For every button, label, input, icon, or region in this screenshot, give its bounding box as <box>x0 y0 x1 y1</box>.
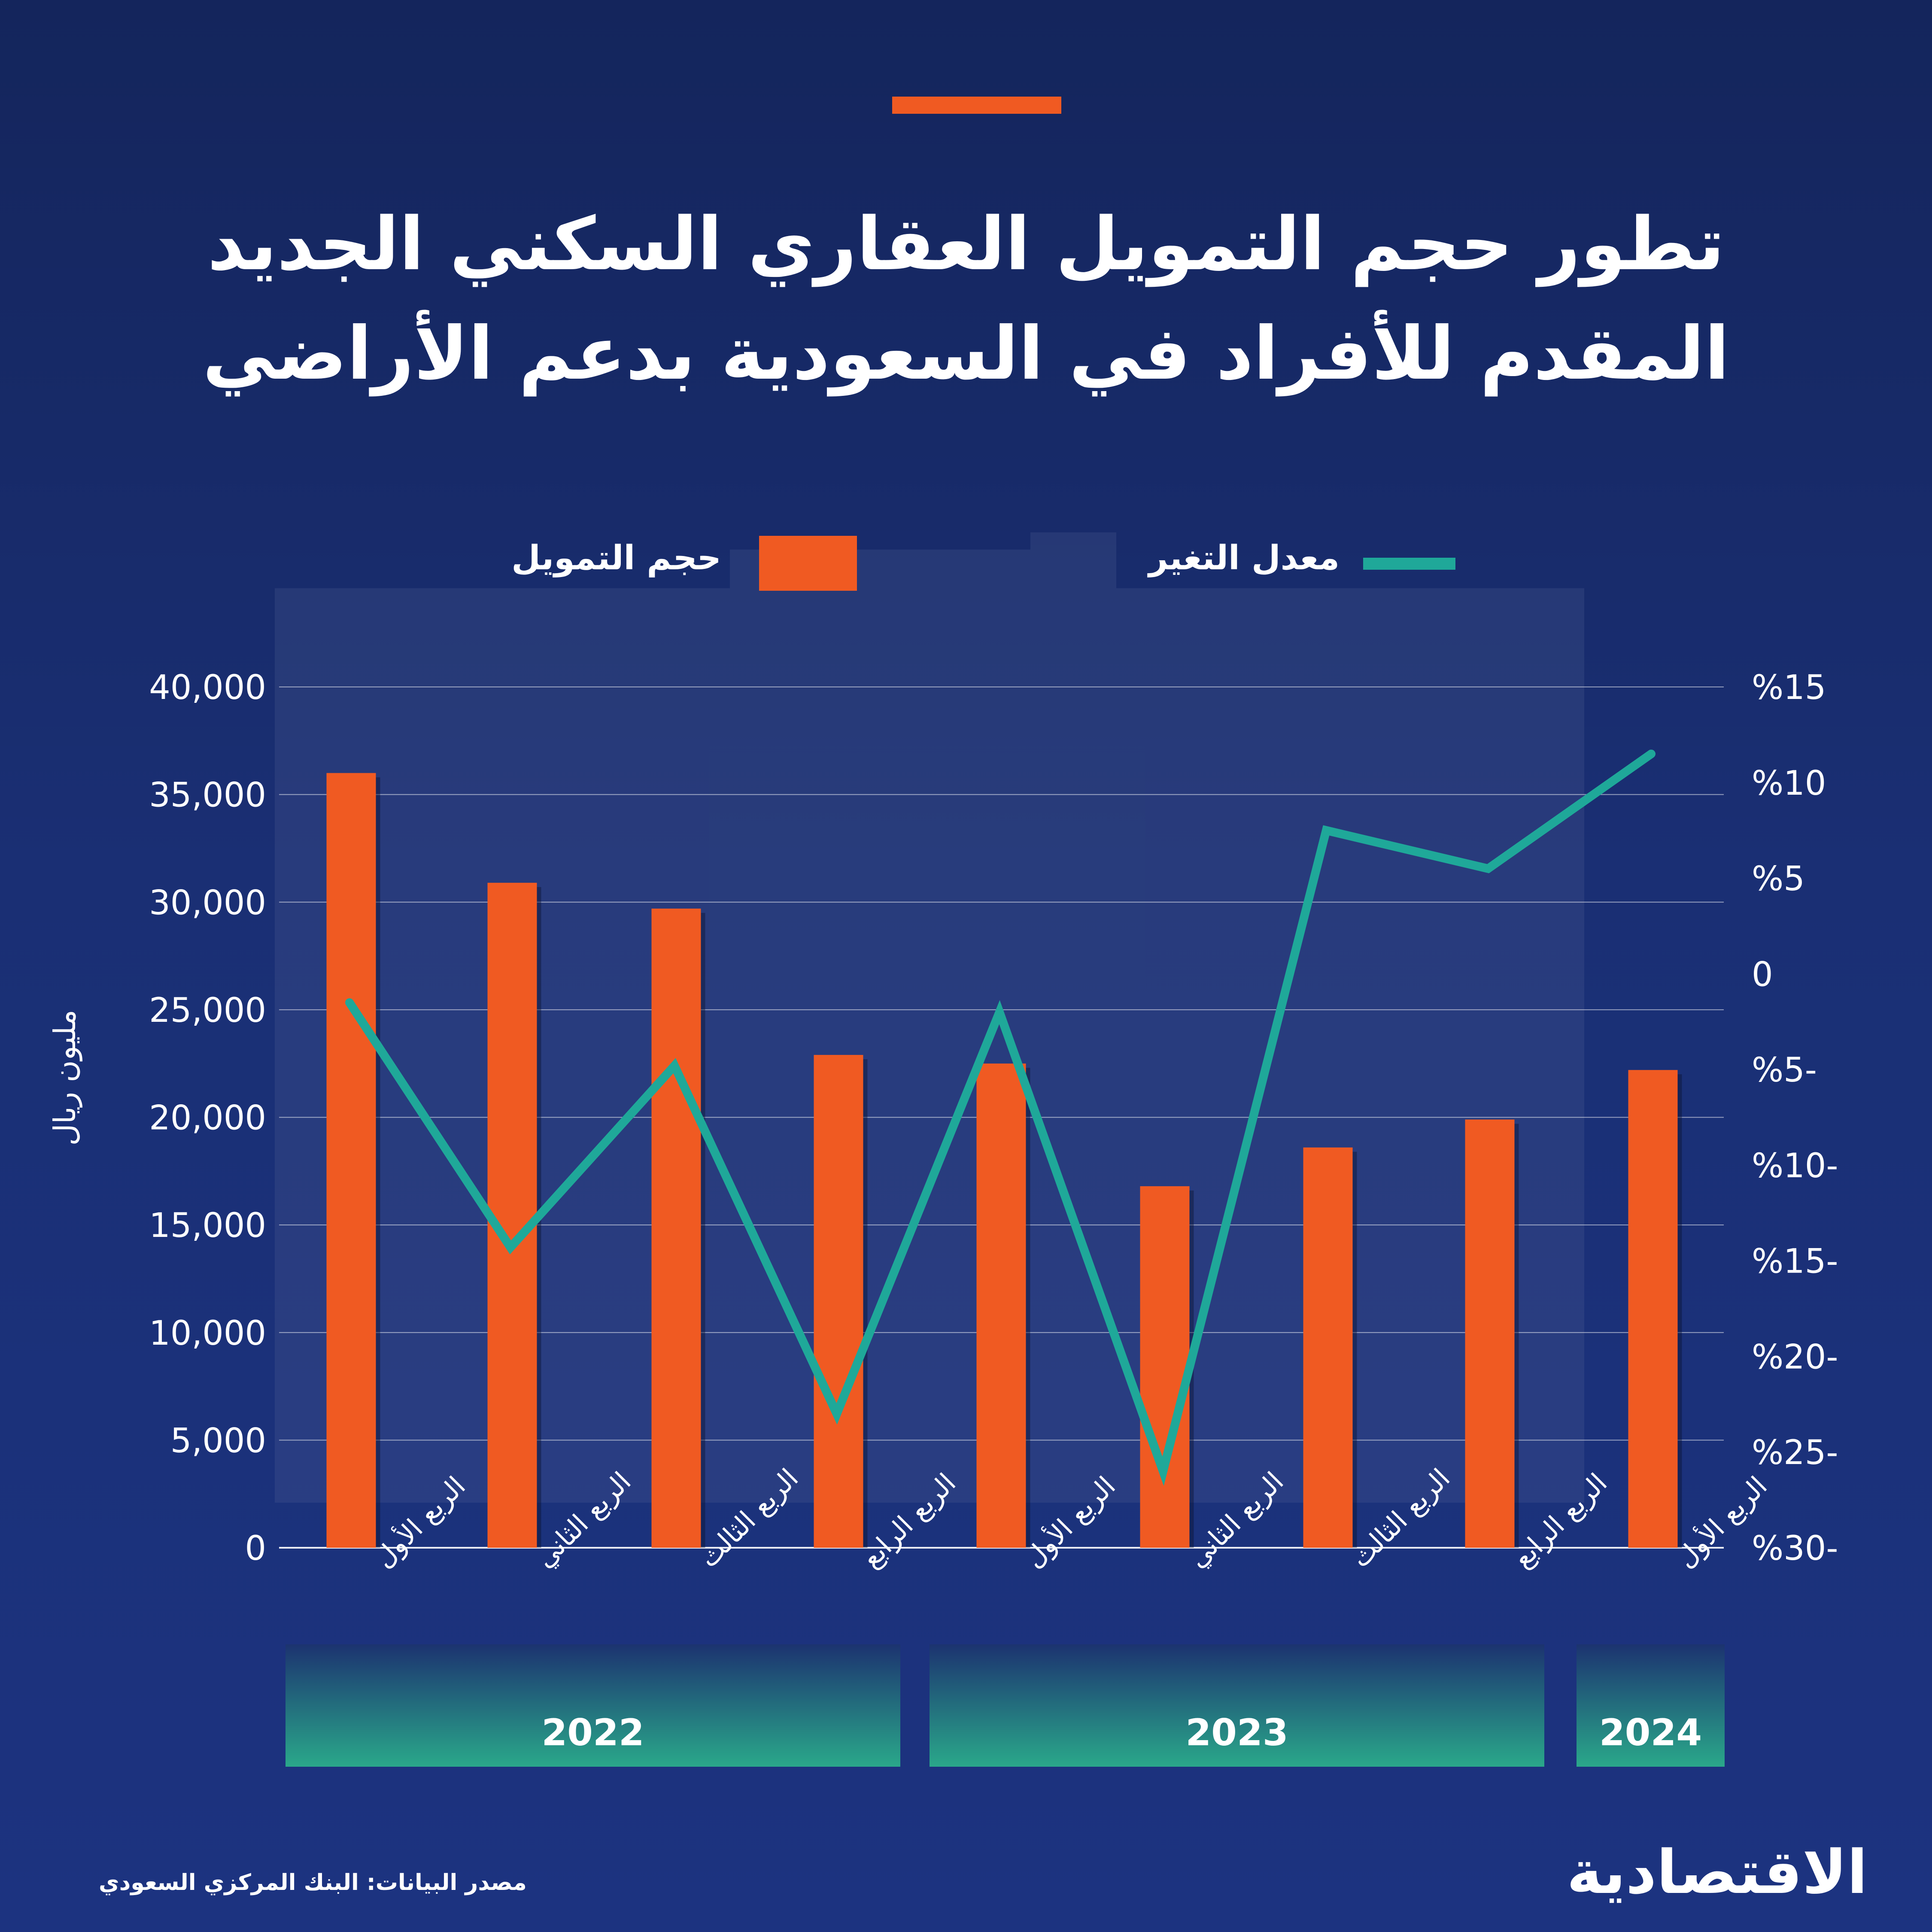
left-tick-label: 10,000 <box>149 1314 266 1353</box>
top-accent-bar <box>892 97 1061 114</box>
bars <box>326 773 1682 1548</box>
right-tick-label: %15- <box>1752 1242 1838 1281</box>
right-axis-ticks: %30- %25- %20- %15- %10- %5- 0 %5 %10 %15 <box>1752 668 1838 1568</box>
bar-funding-volume <box>1140 1186 1190 1548</box>
left-tick-label: 0 <box>245 1529 266 1568</box>
left-tick-label: 25,000 <box>149 991 266 1030</box>
left-tick-label: 15,000 <box>149 1206 266 1245</box>
bar-funding-volume <box>651 908 701 1548</box>
legend-line-label: معدل التغير <box>1148 539 1340 577</box>
change-rate-point <box>674 1065 675 1066</box>
right-tick-label: %20- <box>1752 1338 1838 1376</box>
left-tick-label: 5,000 <box>170 1422 266 1460</box>
right-tick-label: 0 <box>1752 955 1773 994</box>
right-tick-label: %15 <box>1752 668 1826 707</box>
right-tick-label: %10 <box>1752 764 1826 803</box>
right-tick-label: %25- <box>1752 1434 1838 1472</box>
change-rate-point <box>1651 753 1652 754</box>
right-tick-label: %5- <box>1752 1051 1817 1090</box>
bar-funding-volume <box>326 773 376 1548</box>
title-line-1: تطور حجم التمويل العقاري السكني الجديد <box>207 202 1725 287</box>
year-label: 2024 <box>1599 1711 1702 1754</box>
bar-funding-volume <box>814 1055 863 1548</box>
change-rate-point <box>836 1413 837 1415</box>
data-source: مصدر البيانات: البنك المركزي السعودي <box>99 1870 527 1896</box>
change-rate-line <box>345 749 1656 1486</box>
left-tick-label: 40,000 <box>149 668 266 707</box>
left-tick-label: 30,000 <box>149 884 266 922</box>
year-band <box>1577 1644 1725 1767</box>
building-backdrop <box>275 532 1584 1503</box>
right-tick-label: %10- <box>1752 1147 1838 1185</box>
legend-bar-swatch <box>759 536 857 591</box>
bar-funding-volume <box>1303 1147 1353 1548</box>
change-rate-point <box>349 1002 350 1003</box>
bar-funding-volume <box>487 883 537 1548</box>
legend-bars-label: حجم التمويل <box>511 539 721 577</box>
change-rate-point <box>1326 830 1327 831</box>
title-line-2: المقدم للأفراد في السعودية بدعم الأراضي <box>202 311 1730 396</box>
right-tick-label: %5 <box>1752 860 1805 899</box>
left-tick-label: 35,000 <box>149 776 266 815</box>
change-rate-point <box>510 1247 511 1248</box>
year-label: 2022 <box>541 1711 644 1754</box>
year-bands: 2022 2023 2024 <box>286 1644 1725 1767</box>
bar-funding-volume <box>1628 1070 1678 1548</box>
bar-funding-volume <box>976 1063 1026 1548</box>
year-band <box>286 1644 900 1767</box>
right-tick-label: %30- <box>1752 1529 1838 1568</box>
bar-funding-volume <box>1465 1119 1515 1548</box>
legend-line-swatch <box>1363 558 1455 570</box>
left-tick-label: 20,000 <box>149 1099 266 1138</box>
publisher-logo: الاقتصادية <box>1567 1838 1869 1908</box>
year-band <box>930 1644 1544 1767</box>
year-label: 2023 <box>1185 1711 1288 1754</box>
left-axis-ticks: 0 5,000 10,000 15,000 20,000 25,000 30,000 35,0… <box>149 668 266 1568</box>
y-axis-label: مليون ريال <box>47 1009 82 1145</box>
